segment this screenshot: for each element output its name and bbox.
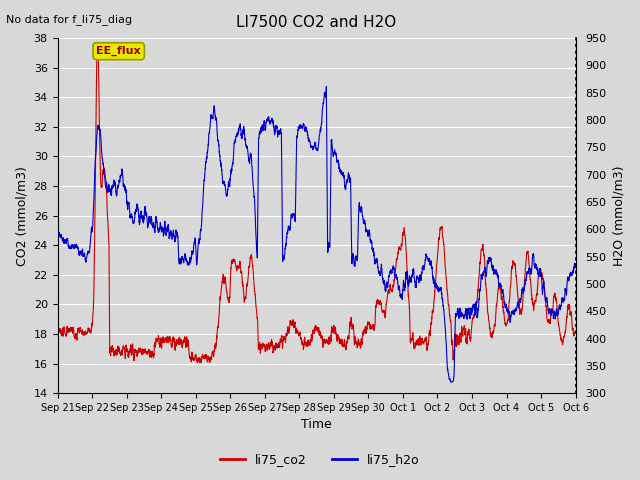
Title: LI7500 CO2 and H2O: LI7500 CO2 and H2O <box>236 15 397 30</box>
Y-axis label: H2O (mmol/m3): H2O (mmol/m3) <box>612 166 625 266</box>
Text: EE_flux: EE_flux <box>97 46 141 56</box>
Y-axis label: CO2 (mmol/m3): CO2 (mmol/m3) <box>15 166 28 265</box>
X-axis label: Time: Time <box>301 419 332 432</box>
Legend: li75_co2, li75_h2o: li75_co2, li75_h2o <box>215 448 425 471</box>
Text: No data for f_li75_diag: No data for f_li75_diag <box>6 14 132 25</box>
